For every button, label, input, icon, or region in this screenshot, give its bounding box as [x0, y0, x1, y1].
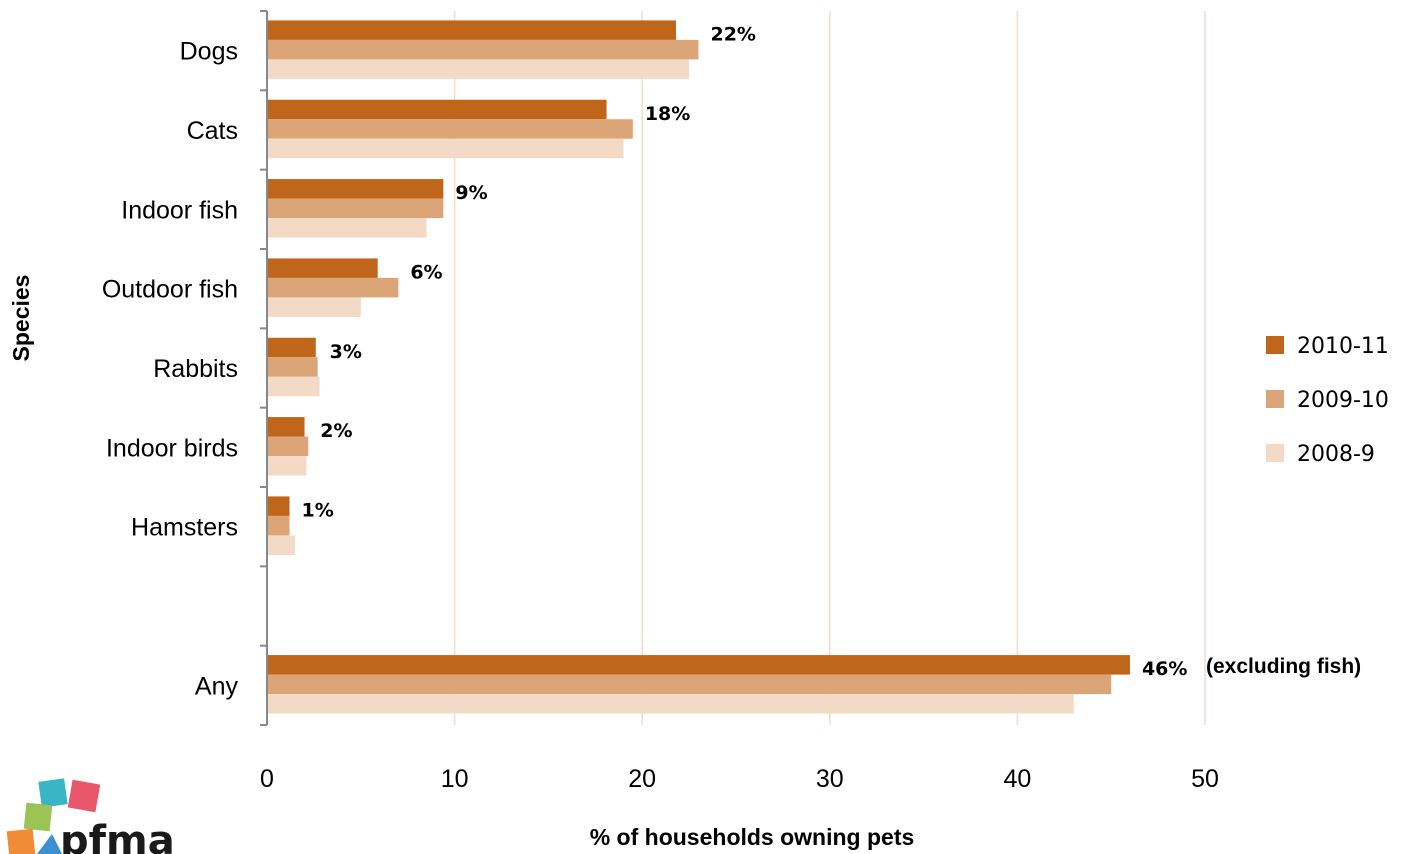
category-label-any: Any	[195, 672, 239, 700]
data-label-outdoor-fish: 6%	[410, 261, 442, 283]
category-label-hamsters: Hamsters	[131, 514, 238, 542]
data-label-any: 46%	[1142, 658, 1187, 680]
x-tick-label-30: 30	[816, 765, 844, 793]
bar-outdoor-fish-2010-11	[267, 258, 378, 278]
gridlines	[453, 11, 1206, 725]
category-labels: Dogs Cats Indoor fish Outdoor fish Rabbits In…	[102, 38, 239, 701]
data-label-hamsters: 1%	[302, 499, 334, 521]
bar-indoor-fish-2008-9	[267, 218, 427, 238]
bar-any-2008-9	[267, 694, 1074, 714]
bar-rabbits-2009-10	[267, 357, 318, 377]
data-label-dogs: 22%	[710, 23, 755, 45]
bar-indoor-birds-2010-11	[267, 417, 305, 437]
bar-indoor-birds-2008-9	[267, 456, 307, 476]
y-axis-title: Species	[8, 275, 34, 362]
data-labels: 22% 18% 9% 6% 3% 2% 1% 46%	[302, 23, 1188, 680]
category-label-cats: Cats	[187, 117, 238, 145]
category-label-outdoor-fish: Outdoor fish	[102, 276, 238, 304]
axes	[260, 10, 268, 726]
category-label-dogs: Dogs	[180, 38, 238, 66]
bar-indoor-birds-2009-10	[267, 436, 309, 457]
bar-cats-2009-10	[267, 119, 633, 139]
x-tick-labels: 0 10 20 30 40 50	[260, 765, 1219, 793]
logo-tile-blue	[37, 834, 62, 854]
data-label-cats: 18%	[645, 103, 690, 125]
x-tick-label-20: 20	[628, 765, 656, 793]
x-axis-title: % of households owning pets	[590, 824, 915, 850]
bar-any-2010-11	[267, 655, 1130, 675]
bar-rabbits-2010-11	[267, 337, 316, 358]
legend-label-2010-11: 2010-11	[1297, 334, 1389, 359]
category-label-indoor-birds: Indoor birds	[106, 434, 238, 462]
bar-hamsters-2010-11	[267, 496, 290, 516]
legend-label-2009-10: 2009-10	[1297, 388, 1389, 413]
x-tick-label-10: 10	[441, 765, 469, 793]
bars	[267, 20, 1130, 714]
legend-swatch-2009-10	[1266, 390, 1284, 408]
category-label-rabbits: Rabbits	[153, 355, 238, 383]
legend-label-2008-9: 2008-9	[1297, 442, 1375, 467]
bar-indoor-fish-2009-10	[267, 198, 444, 219]
legend-swatch-2008-9	[1266, 444, 1284, 462]
bar-dogs-2010-11	[267, 20, 676, 40]
bar-cats-2008-9	[267, 138, 624, 159]
data-label-indoor-fish: 9%	[455, 182, 487, 204]
x-tick-label-40: 40	[1003, 765, 1031, 793]
logo-tile-pink	[67, 779, 101, 813]
bar-any-2009-10	[267, 674, 1112, 695]
annotation-excluding-fish: (excluding fish)	[1206, 655, 1361, 678]
bar-dogs-2008-9	[267, 59, 690, 79]
logo-tile-teal	[38, 778, 68, 808]
bar-outdoor-fish-2008-9	[267, 297, 361, 317]
bar-hamsters-2008-9	[267, 535, 296, 555]
legend-swatch-2010-11	[1266, 336, 1284, 354]
logo-tile-orange	[6, 828, 36, 854]
bar-dogs-2009-10	[267, 39, 699, 60]
x-tick-label-50: 50	[1191, 765, 1219, 793]
bar-rabbits-2008-9	[267, 376, 320, 397]
bar-outdoor-fish-2009-10	[267, 277, 399, 298]
category-label-indoor-fish: Indoor fish	[121, 196, 238, 224]
data-label-indoor-birds: 2%	[320, 420, 352, 442]
x-tick-label-0: 0	[260, 765, 274, 793]
data-label-rabbits: 3%	[330, 341, 362, 363]
bar-indoor-fish-2010-11	[267, 179, 444, 199]
legend: 2010-11 2009-10 2008-9	[1266, 334, 1389, 467]
logo-tile-green	[23, 802, 53, 832]
logo-text: pfma	[60, 818, 175, 854]
bar-cats-2010-11	[267, 99, 607, 120]
pfma-logo: pfma	[6, 778, 175, 854]
bar-hamsters-2009-10	[267, 515, 290, 536]
